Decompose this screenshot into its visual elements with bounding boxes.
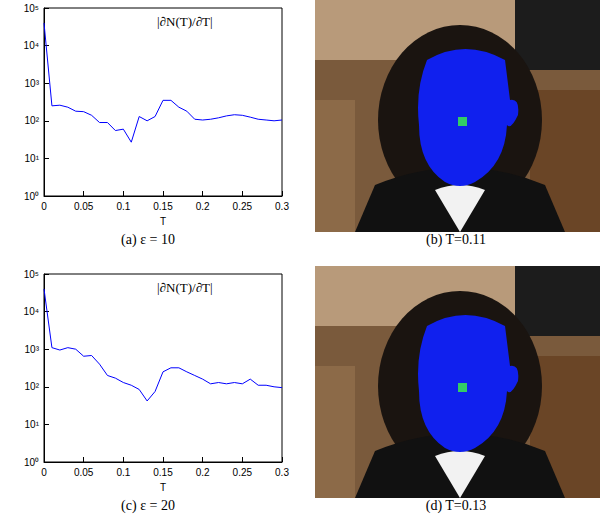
- html-text:(a) ε = 10: (a) ε = 10: [121, 232, 175, 247]
- svg-text:0.1: 0.1: [116, 201, 130, 212]
- html-text:(b) T=0.11: (b) T=0.11: [426, 232, 486, 247]
- svg-text:0.25: 0.25: [233, 467, 253, 478]
- svg-text:10³: 10³: [25, 344, 40, 355]
- svg-text:0.25: 0.25: [233, 201, 253, 212]
- html-text:(c) ε = 20: (c) ε = 20: [121, 498, 175, 513]
- svg-text:0.05: 0.05: [74, 201, 94, 212]
- svg-text:10³: 10³: [25, 78, 40, 89]
- svg-text:10²: 10²: [25, 381, 40, 392]
- svg-text:0.2: 0.2: [196, 467, 210, 478]
- svg-text:0: 0: [41, 467, 47, 478]
- svg-text:10²: 10²: [25, 115, 40, 126]
- svg-text:10⁰: 10⁰: [24, 191, 39, 202]
- svg-text:T: T: [160, 216, 166, 227]
- svg-text:10⁰: 10⁰: [24, 457, 39, 468]
- svg-text:10¹: 10¹: [25, 419, 40, 430]
- svg-text:10⁵: 10⁵: [24, 3, 39, 14]
- svg-text:0.15: 0.15: [153, 467, 173, 478]
- svg-text:10¹: 10¹: [25, 153, 40, 164]
- svg-text:|∂N(T)/∂T|: |∂N(T)/∂T|: [157, 14, 213, 29]
- svg-text:10⁵: 10⁵: [24, 269, 39, 280]
- html-text:(d) T=0.13: (d) T=0.13: [425, 498, 487, 513]
- svg-text:0.2: 0.2: [196, 201, 210, 212]
- svg-text:10⁴: 10⁴: [24, 40, 39, 51]
- svg-text:10⁴: 10⁴: [24, 306, 39, 317]
- svg-text:|∂N(T)/∂T|: |∂N(T)/∂T|: [157, 280, 213, 295]
- svg-text:0.05: 0.05: [74, 467, 94, 478]
- svg-text:0.3: 0.3: [275, 467, 289, 478]
- svg-text:T: T: [160, 482, 166, 493]
- svg-text:0.3: 0.3: [275, 201, 289, 212]
- svg-text:0: 0: [41, 201, 47, 212]
- svg-text:0.15: 0.15: [153, 201, 173, 212]
- svg-text:0.1: 0.1: [116, 467, 130, 478]
